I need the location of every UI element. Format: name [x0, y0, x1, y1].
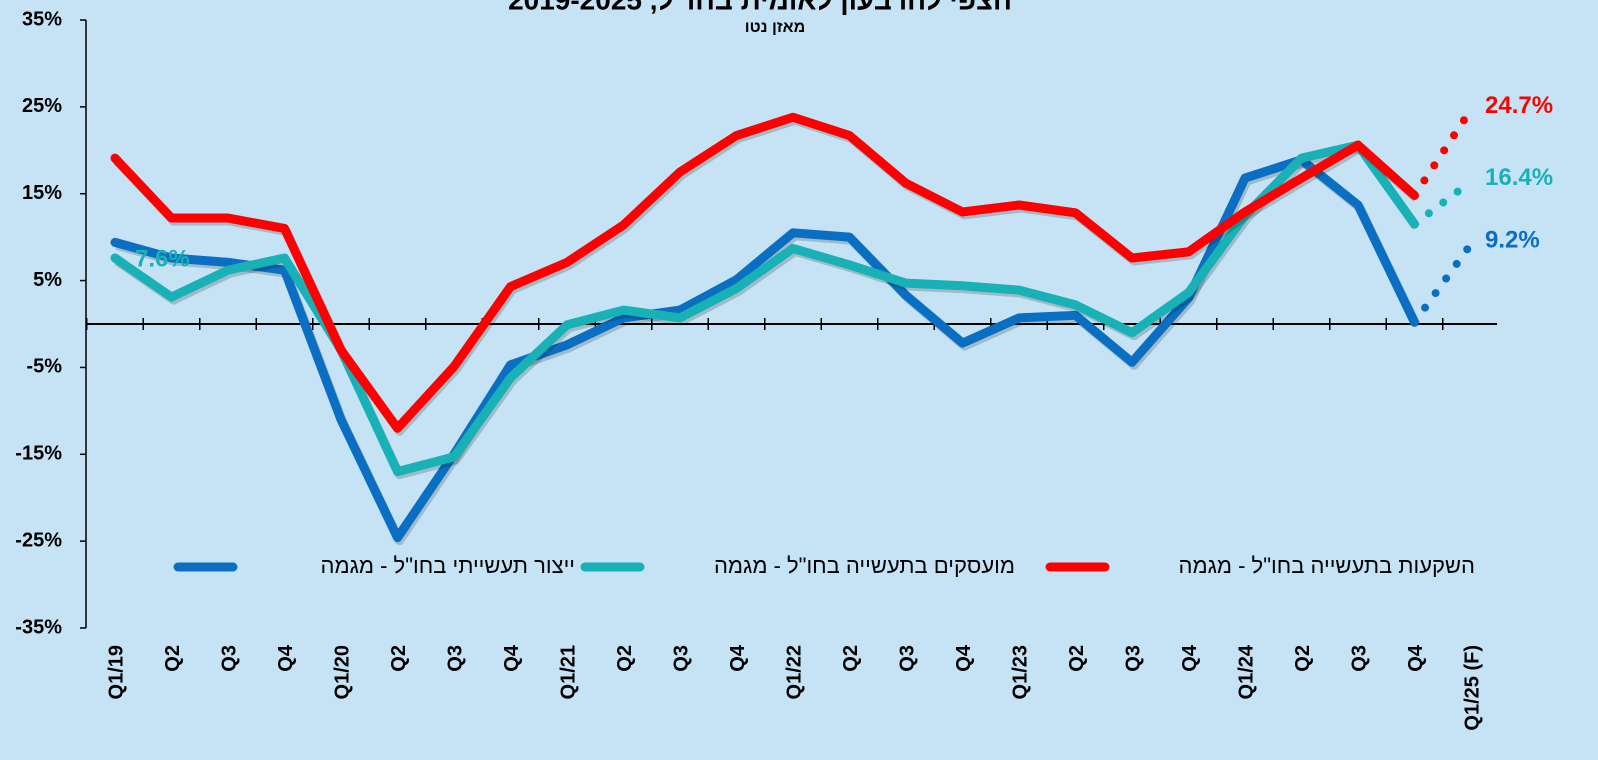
y-tick-label: -5% — [26, 356, 62, 378]
x-tick-label: Q2 — [162, 645, 184, 672]
data-label: 24.7% — [1485, 92, 1553, 119]
x-tick-label: Q1/19 — [105, 645, 127, 699]
series-line — [110, 140, 1419, 477]
x-tick-label: Q4 — [275, 644, 297, 672]
legend-label: מועסקים בתעשייה בחו"ל - מגמה — [714, 553, 1015, 578]
x-tick-label: Q3 — [1348, 645, 1370, 672]
data-label: 9.2% — [1485, 226, 1540, 253]
legend-label: ייצור תעשייתי בחו"ל - מגמה — [321, 553, 575, 578]
data-label: 7.6% — [135, 245, 190, 272]
x-tick-label: Q1/25 (F) — [1461, 645, 1483, 731]
y-tick-label: -25% — [15, 529, 62, 551]
x-tick-label: Q2 — [840, 645, 862, 672]
x-tick-label: Q1/23 — [1009, 645, 1031, 699]
x-tick-label: Q2 — [1292, 645, 1314, 672]
x-tick-label: Q3 — [1122, 645, 1144, 672]
series-line — [110, 155, 1419, 543]
forecast-line — [1410, 177, 1475, 229]
x-tick-label: Q4 — [727, 644, 749, 672]
x-tick-label: Q4 — [1405, 644, 1427, 672]
x-tick-label: Q1/24 — [1235, 644, 1257, 699]
chart-subtitle: מאזן נטו — [745, 19, 805, 36]
y-tick-label: -35% — [15, 616, 62, 638]
x-tick-label: Q4 — [501, 644, 523, 672]
legend-label: השקעות בתעשייה בחו"ל - מגמה — [1179, 553, 1475, 578]
x-tick-label: Q3 — [444, 645, 466, 672]
forecast-line — [1410, 105, 1475, 200]
x-tick-label: Q3 — [896, 645, 918, 672]
chart-title: הצפי להרבעון לאומית בחו"ל, 2019-2025 — [508, 0, 1012, 15]
forecast-line — [1410, 240, 1475, 327]
x-tick-label: Q2 — [388, 645, 410, 672]
x-tick-label: Q2 — [614, 645, 636, 672]
y-tick-label: 5% — [33, 269, 62, 291]
series-line — [110, 112, 1419, 433]
x-tick-label: Q1/20 — [331, 645, 353, 699]
x-tick-label: Q3 — [670, 645, 692, 672]
x-tick-label: Q1/22 — [783, 645, 805, 699]
data-label: 16.4% — [1485, 164, 1553, 191]
x-tick-label: Q1/21 — [557, 645, 579, 699]
x-tick-label: Q2 — [1066, 645, 1088, 672]
y-tick-label: -15% — [15, 443, 62, 465]
y-tick-label: 35% — [22, 8, 62, 30]
series-shadow — [114, 143, 1421, 480]
x-tick-label: Q4 — [1179, 644, 1201, 672]
y-tick-label: 25% — [22, 95, 62, 117]
x-tick-label: Q4 — [953, 644, 975, 672]
x-tick-label: Q3 — [218, 645, 240, 672]
y-tick-label: 15% — [22, 182, 62, 204]
